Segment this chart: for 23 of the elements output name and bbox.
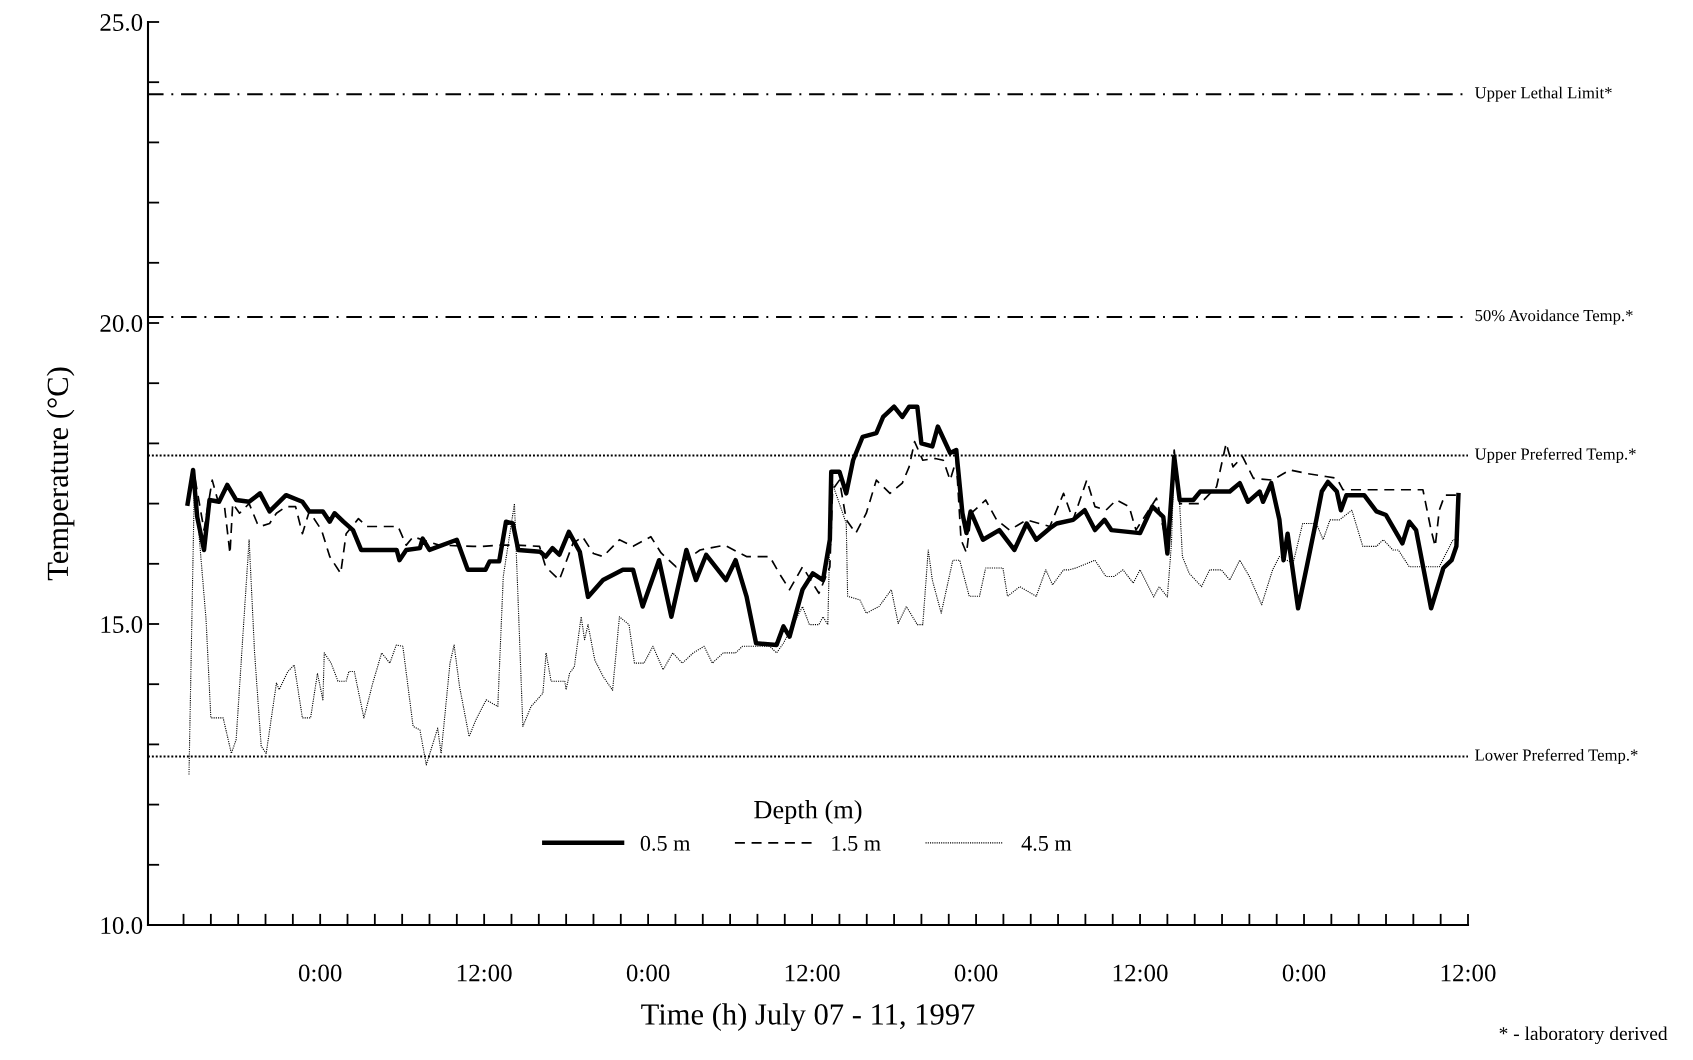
x-tick-label: 12:00 — [457, 964, 512, 982]
ref-line-label: Upper Lethal Limit* — [1474, 86, 1612, 102]
legend-label: 1.5 m — [832, 835, 881, 851]
text: * - laboratory derived — [1499, 1026, 1668, 1045]
x-tick-label: 0:00 — [298, 964, 342, 982]
ref-line-label: Lower Preferred Temp.* — [1475, 748, 1638, 765]
ref-line-label: Upper Preferred Temp.* — [1474, 447, 1636, 464]
y-tick-label: 25.0 — [100, 14, 143, 32]
legend-title: Depth (m) — [754, 800, 862, 824]
legend-label: 4.5 m — [1021, 835, 1072, 851]
y-tick-label: 15.0 — [101, 616, 143, 634]
x-tick-label: 0:00 — [1282, 964, 1326, 982]
y-axis-title: Temperature (°C) — [46, 367, 75, 581]
y-tick-label: 10.0 — [101, 917, 143, 935]
x-tick-label: 12:00 — [1113, 964, 1168, 982]
ref-line-label: 50% Avoidance Temp.* — [1475, 309, 1633, 325]
x-tick-label: 12:00 — [1441, 964, 1496, 982]
x-tick-label: 0:00 — [626, 964, 670, 982]
x-tick-label: 12:00 — [785, 964, 840, 982]
y-tick-label: 20.0 — [100, 315, 143, 333]
x-axis-title: Time (h) July 07 - 11, 1997 — [641, 1003, 975, 1032]
legend-label: 0.5 m — [640, 835, 691, 851]
x-tick-label: 0:00 — [954, 964, 998, 982]
